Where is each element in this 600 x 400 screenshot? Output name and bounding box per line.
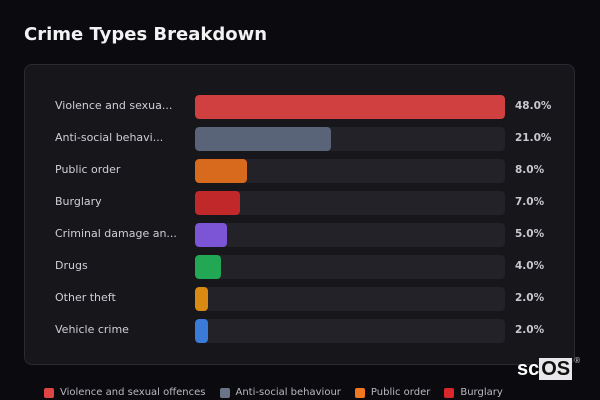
bar-fill bbox=[195, 287, 208, 311]
bar-row[interactable]: Public order 8.0% bbox=[25, 159, 574, 183]
registered-mark: ® bbox=[574, 356, 581, 365]
bar-value: 48.0% bbox=[515, 100, 552, 112]
bar-track bbox=[195, 159, 505, 183]
legend-label: Anti-social behaviour bbox=[235, 387, 341, 398]
bar-value: 8.0% bbox=[515, 164, 545, 176]
bar-row[interactable]: Other theft 2.0% bbox=[25, 287, 574, 311]
bar-track bbox=[195, 255, 505, 279]
legend-label: Burglary bbox=[460, 387, 503, 398]
bar-fill bbox=[195, 127, 331, 151]
bar-fill bbox=[195, 319, 208, 343]
bar-row[interactable]: Criminal damage an... 5.0% bbox=[25, 223, 574, 247]
legend-label: Violence and sexual offences bbox=[60, 387, 206, 398]
bar-label: Public order bbox=[55, 163, 121, 176]
legend-item[interactable]: Violence and sexual offences bbox=[44, 387, 206, 398]
bar-label: Burglary bbox=[55, 195, 102, 208]
logo-text-box: OS bbox=[539, 358, 573, 380]
legend-swatch-icon bbox=[354, 387, 365, 398]
legend-item[interactable]: Anti-social behaviour bbox=[219, 387, 341, 398]
bar-value: 2.0% bbox=[515, 292, 545, 304]
logo-text: sc bbox=[517, 358, 540, 380]
bar-fill bbox=[195, 191, 241, 215]
bar-value: 4.0% bbox=[515, 260, 545, 272]
bar-label: Criminal damage an... bbox=[55, 227, 177, 240]
bar-track bbox=[195, 319, 505, 343]
bar-label: Drugs bbox=[55, 259, 88, 272]
legend-swatch-icon bbox=[44, 387, 54, 398]
bar-fill bbox=[195, 95, 505, 119]
bar-fill bbox=[195, 223, 228, 247]
legend-item[interactable]: Public order bbox=[354, 387, 431, 398]
legend-label: Public order bbox=[370, 387, 431, 398]
bar-track bbox=[195, 287, 505, 311]
bar-track bbox=[195, 223, 505, 247]
bar-value: 5.0% bbox=[515, 228, 545, 240]
bar-row[interactable]: Anti-social behavi... 21.0% bbox=[25, 127, 574, 151]
legend-swatch-icon bbox=[444, 387, 455, 398]
bar-fill bbox=[195, 255, 221, 279]
bar-value: 2.0% bbox=[515, 324, 545, 336]
bar-label: Violence and sexua... bbox=[55, 99, 173, 112]
bar-value: 7.0% bbox=[515, 196, 545, 208]
bar-label: Vehicle crime bbox=[55, 323, 129, 336]
legend-item[interactable]: Burglary bbox=[444, 387, 503, 398]
watermark-logo: sc OS ® bbox=[517, 356, 580, 381]
bar-track bbox=[195, 95, 505, 119]
bar-row[interactable]: Burglary 7.0% bbox=[25, 191, 574, 215]
page-title: Crime Types Breakdown bbox=[24, 24, 268, 45]
chart-card: Violence and sexua... 48.0% Anti-social be… bbox=[24, 64, 575, 365]
bar-track bbox=[195, 191, 505, 215]
bar-track bbox=[195, 127, 505, 151]
legend-swatch-icon bbox=[219, 387, 230, 398]
bar-row[interactable]: Vehicle crime 2.0% bbox=[25, 319, 574, 343]
bar-fill bbox=[195, 159, 247, 183]
bar-row[interactable]: Violence and sexua... 48.0% bbox=[25, 95, 574, 119]
bar-value: 21.0% bbox=[515, 132, 552, 144]
bar-label: Anti-social behavi... bbox=[55, 131, 164, 144]
bar-label: Other theft bbox=[55, 291, 116, 304]
bar-row[interactable]: Drugs 4.0% bbox=[25, 255, 574, 279]
chart-legend: Violence and sexual offences Anti-social … bbox=[44, 387, 503, 398]
